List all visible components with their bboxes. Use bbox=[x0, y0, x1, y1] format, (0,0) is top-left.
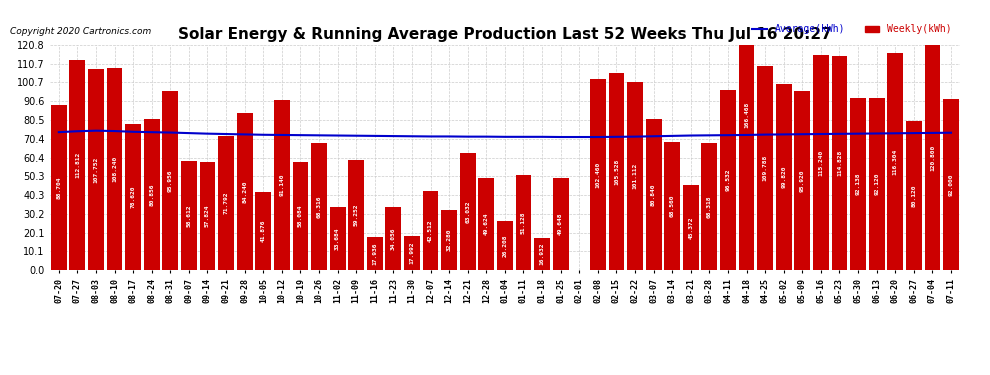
Bar bbox=[311, 143, 327, 270]
Bar bbox=[385, 207, 401, 270]
Text: 80.840: 80.840 bbox=[651, 183, 656, 206]
Text: 71.792: 71.792 bbox=[224, 192, 229, 214]
Bar bbox=[535, 238, 550, 270]
Text: 68.318: 68.318 bbox=[707, 195, 712, 217]
Bar bbox=[144, 119, 159, 270]
Bar bbox=[330, 207, 346, 270]
Bar bbox=[459, 153, 475, 270]
Bar bbox=[237, 113, 252, 270]
Bar bbox=[107, 68, 123, 270]
Bar bbox=[590, 79, 606, 270]
Text: 17.992: 17.992 bbox=[410, 242, 415, 264]
Bar bbox=[404, 237, 420, 270]
Text: 58.084: 58.084 bbox=[298, 205, 303, 227]
Text: 112.812: 112.812 bbox=[75, 152, 80, 178]
Bar bbox=[869, 98, 884, 270]
Bar bbox=[776, 84, 792, 270]
Bar bbox=[69, 60, 85, 270]
Text: 92.000: 92.000 bbox=[948, 173, 953, 196]
Bar bbox=[367, 237, 383, 270]
Text: 32.280: 32.280 bbox=[446, 229, 451, 251]
Bar bbox=[200, 162, 216, 270]
Text: 91.140: 91.140 bbox=[279, 174, 284, 196]
Text: 58.612: 58.612 bbox=[186, 204, 191, 226]
Text: 88.704: 88.704 bbox=[56, 176, 61, 199]
Bar bbox=[181, 161, 197, 270]
Text: 99.820: 99.820 bbox=[781, 166, 786, 188]
Bar bbox=[683, 186, 699, 270]
Bar bbox=[478, 178, 494, 270]
Text: Copyright 2020 Cartronics.com: Copyright 2020 Cartronics.com bbox=[10, 27, 151, 36]
Bar bbox=[887, 53, 903, 270]
Bar bbox=[88, 69, 104, 270]
Bar bbox=[813, 56, 829, 270]
Bar bbox=[757, 66, 773, 270]
Text: 166.468: 166.468 bbox=[744, 102, 749, 128]
Bar bbox=[609, 74, 625, 270]
Bar bbox=[943, 99, 959, 270]
Text: 108.240: 108.240 bbox=[112, 156, 117, 182]
Text: 41.876: 41.876 bbox=[260, 220, 265, 242]
Text: 34.056: 34.056 bbox=[391, 227, 396, 249]
Bar bbox=[255, 192, 271, 270]
Bar bbox=[906, 121, 922, 270]
Bar bbox=[552, 177, 568, 270]
Legend: Average(kWh), Weekly(kWh): Average(kWh), Weekly(kWh) bbox=[748, 21, 955, 38]
Text: 92.138: 92.138 bbox=[855, 173, 860, 195]
Text: 107.752: 107.752 bbox=[93, 156, 98, 183]
Text: 102.460: 102.460 bbox=[595, 162, 600, 188]
Text: 26.208: 26.208 bbox=[502, 234, 508, 257]
Bar bbox=[739, 0, 754, 270]
Bar bbox=[645, 119, 661, 270]
Text: 49.624: 49.624 bbox=[484, 213, 489, 235]
Text: 80.120: 80.120 bbox=[912, 184, 917, 207]
Title: Solar Energy & Running Average Production Last 52 Weeks Thu Jul 16 20:27: Solar Energy & Running Average Productio… bbox=[178, 27, 832, 42]
Bar bbox=[516, 175, 532, 270]
Bar bbox=[348, 160, 364, 270]
Text: 84.240: 84.240 bbox=[243, 180, 248, 203]
Bar bbox=[442, 210, 457, 270]
Bar bbox=[794, 92, 810, 270]
Text: 96.532: 96.532 bbox=[726, 169, 731, 191]
Bar bbox=[274, 100, 290, 270]
Bar bbox=[720, 90, 736, 270]
Text: 57.824: 57.824 bbox=[205, 205, 210, 227]
Text: 42.512: 42.512 bbox=[428, 219, 433, 242]
Text: 101.112: 101.112 bbox=[633, 163, 638, 189]
Bar bbox=[292, 162, 308, 270]
Text: 114.828: 114.828 bbox=[837, 150, 842, 176]
Bar bbox=[925, 45, 940, 270]
Text: 59.252: 59.252 bbox=[353, 204, 358, 226]
Bar bbox=[702, 143, 718, 270]
Bar bbox=[850, 98, 866, 270]
Text: 63.032: 63.032 bbox=[465, 200, 470, 222]
Bar bbox=[627, 82, 643, 270]
Bar bbox=[50, 105, 66, 270]
Bar bbox=[423, 191, 439, 270]
Text: 68.316: 68.316 bbox=[317, 195, 322, 217]
Text: 68.560: 68.560 bbox=[669, 195, 675, 217]
Text: 78.620: 78.620 bbox=[131, 186, 136, 208]
Text: 95.956: 95.956 bbox=[168, 170, 173, 192]
Text: 49.648: 49.648 bbox=[558, 213, 563, 235]
Bar bbox=[832, 56, 847, 270]
Bar bbox=[126, 124, 141, 270]
Text: 80.856: 80.856 bbox=[149, 183, 154, 206]
Text: 45.372: 45.372 bbox=[688, 216, 693, 239]
Text: 115.240: 115.240 bbox=[819, 150, 824, 176]
Bar bbox=[162, 91, 178, 270]
Text: 17.936: 17.936 bbox=[372, 242, 377, 264]
Bar bbox=[664, 142, 680, 270]
Text: 33.684: 33.684 bbox=[335, 227, 341, 250]
Text: 116.304: 116.304 bbox=[893, 148, 898, 175]
Text: 105.528: 105.528 bbox=[614, 159, 619, 185]
Text: 92.120: 92.120 bbox=[874, 173, 879, 195]
Bar bbox=[497, 221, 513, 270]
Text: 51.128: 51.128 bbox=[521, 211, 526, 234]
Text: 16.932: 16.932 bbox=[540, 243, 545, 266]
Text: 120.800: 120.800 bbox=[930, 144, 935, 171]
Bar bbox=[218, 136, 234, 270]
Text: 109.788: 109.788 bbox=[762, 154, 767, 181]
Text: 95.920: 95.920 bbox=[800, 170, 805, 192]
